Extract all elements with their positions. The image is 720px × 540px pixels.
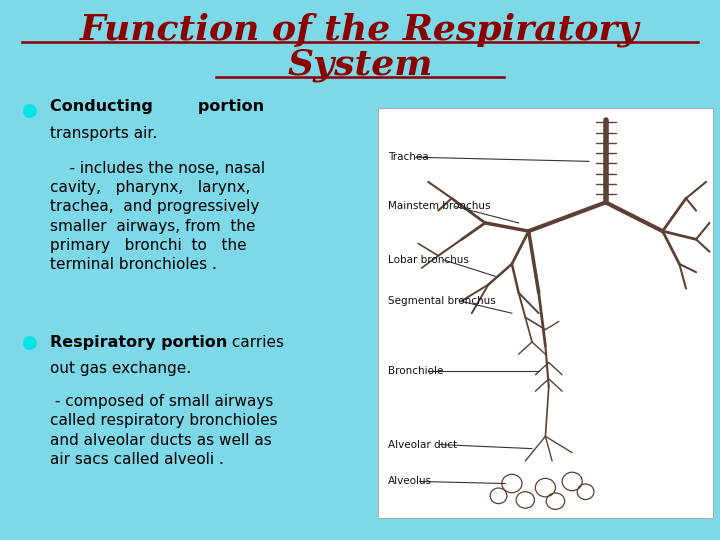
Text: Bronchiole: Bronchiole — [388, 366, 444, 376]
Text: Lobar bronchus: Lobar bronchus — [388, 255, 469, 265]
Text: Trachea: Trachea — [388, 152, 428, 162]
Text: carries: carries — [227, 335, 284, 350]
Text: ●: ● — [22, 334, 37, 352]
Text: Conducting        portion: Conducting portion — [50, 99, 264, 114]
Text: Mainstem bronchus: Mainstem bronchus — [388, 201, 490, 212]
Text: out gas exchange.: out gas exchange. — [50, 361, 192, 376]
Text: System: System — [287, 48, 433, 82]
FancyBboxPatch shape — [378, 108, 713, 518]
Text: Respiratory portion: Respiratory portion — [50, 335, 228, 350]
Text: - includes the nose, nasal
cavity,   pharynx,   larynx,
trachea,  and progressiv: - includes the nose, nasal cavity, phary… — [50, 161, 266, 272]
Text: - composed of small airways
called respiratory bronchioles
and alveolar ducts as: - composed of small airways called respi… — [50, 394, 278, 467]
Text: Function of the Respiratory: Function of the Respiratory — [80, 12, 640, 47]
Text: Alveolar duct: Alveolar duct — [388, 440, 457, 449]
Text: Segmental bronchus: Segmental bronchus — [388, 296, 496, 306]
Text: transports air.: transports air. — [50, 126, 158, 141]
Text: Alveolus: Alveolus — [388, 476, 432, 487]
Text: ●: ● — [22, 102, 37, 120]
